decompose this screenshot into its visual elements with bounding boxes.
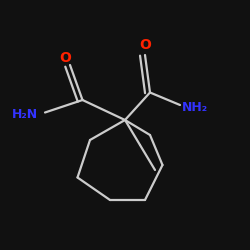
Text: NH₂: NH₂ [182, 101, 208, 114]
Text: O: O [59, 50, 71, 64]
Text: H₂N: H₂N [12, 108, 38, 122]
Text: O: O [139, 38, 151, 52]
